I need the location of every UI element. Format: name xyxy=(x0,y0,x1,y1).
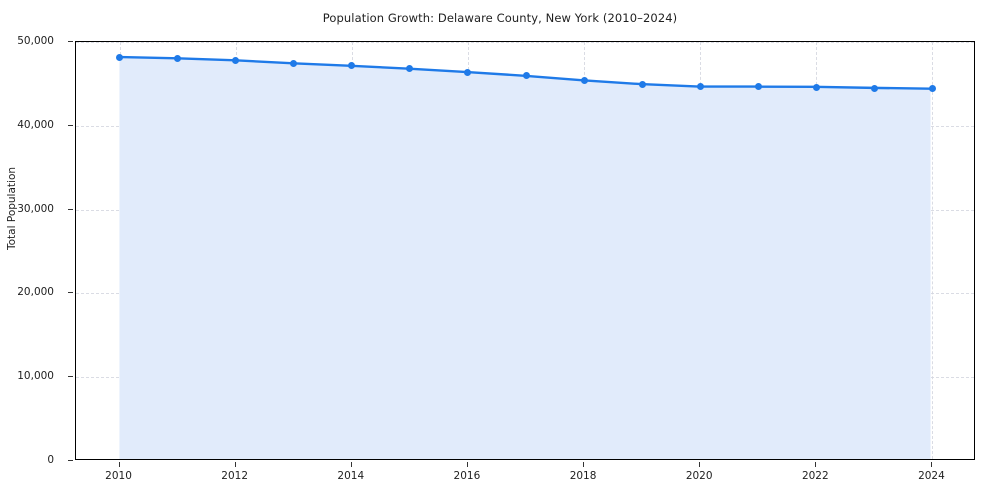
data-point-marker xyxy=(580,77,588,85)
data-point-marker xyxy=(406,65,414,73)
x-axis-tick-label: 2022 xyxy=(801,470,829,482)
y-axis-tick-label: 10,000 xyxy=(17,370,54,383)
y-axis-tick-label: 0 xyxy=(47,454,54,466)
plot-area xyxy=(75,41,975,460)
y-axis-tick-label: 40,000 xyxy=(17,118,54,131)
data-point-marker xyxy=(928,85,936,93)
area-fill-path xyxy=(119,57,931,459)
data-point-marker xyxy=(870,84,878,92)
data-point-marker xyxy=(638,80,646,88)
data-point-marker xyxy=(290,59,298,67)
area-fill xyxy=(119,57,931,459)
data-point-marker xyxy=(522,72,530,80)
x-axis-tick-labels: 2010 2012 2014 2016 2018 2020 2022 2024 xyxy=(75,462,975,486)
y-axis-tick-mark xyxy=(68,460,73,461)
x-axis-tick-mark xyxy=(466,462,468,467)
x-axis-tick-label: 2010 xyxy=(105,470,132,482)
x-axis-tick-mark xyxy=(699,462,701,467)
data-point-marker xyxy=(696,83,704,91)
y-axis-tick-label: 30,000 xyxy=(17,202,54,215)
x-axis-tick-label: 2014 xyxy=(337,470,365,482)
x-axis-tick-label: 2016 xyxy=(453,470,481,482)
chart-title: Population Growth: Delaware County, New … xyxy=(322,11,678,25)
y-axis-tick-mark xyxy=(68,208,73,210)
data-point-marker xyxy=(232,56,240,64)
y-axis-tick-mark xyxy=(68,376,73,378)
x-axis-tick-mark xyxy=(234,462,236,467)
data-point-marker xyxy=(174,54,182,62)
x-axis-tick-label: 2012 xyxy=(221,470,249,482)
y-axis-tick-mark xyxy=(68,41,73,42)
x-axis-tick-label: 2018 xyxy=(569,470,597,482)
y-axis-tick-labels: 0 10,000 20,000 30,000 40,000 50,000 xyxy=(0,35,73,466)
x-axis-tick-mark xyxy=(583,462,585,467)
data-point-marker xyxy=(754,83,762,91)
gridline-horizontal xyxy=(76,42,974,43)
y-axis-tick-mark xyxy=(68,292,73,294)
data-point-marker xyxy=(812,83,820,91)
y-axis-tick-mark xyxy=(68,124,73,126)
x-axis-tick-mark xyxy=(350,462,352,467)
x-axis-tick-label: 2024 xyxy=(918,470,945,482)
series-line xyxy=(118,55,932,90)
y-axis-tick-label: 20,000 xyxy=(17,286,54,299)
data-point-marker xyxy=(116,53,124,61)
data-point-marker xyxy=(464,68,472,76)
x-axis-tick-mark xyxy=(931,462,933,467)
gridline-vertical xyxy=(932,42,934,459)
data-point-marker xyxy=(348,62,356,70)
y-axis-tick-label: 50,000 xyxy=(17,35,54,47)
x-axis-tick-mark xyxy=(118,462,120,467)
x-axis-tick-mark xyxy=(815,462,817,467)
x-axis-tick-label: 2020 xyxy=(685,470,713,482)
